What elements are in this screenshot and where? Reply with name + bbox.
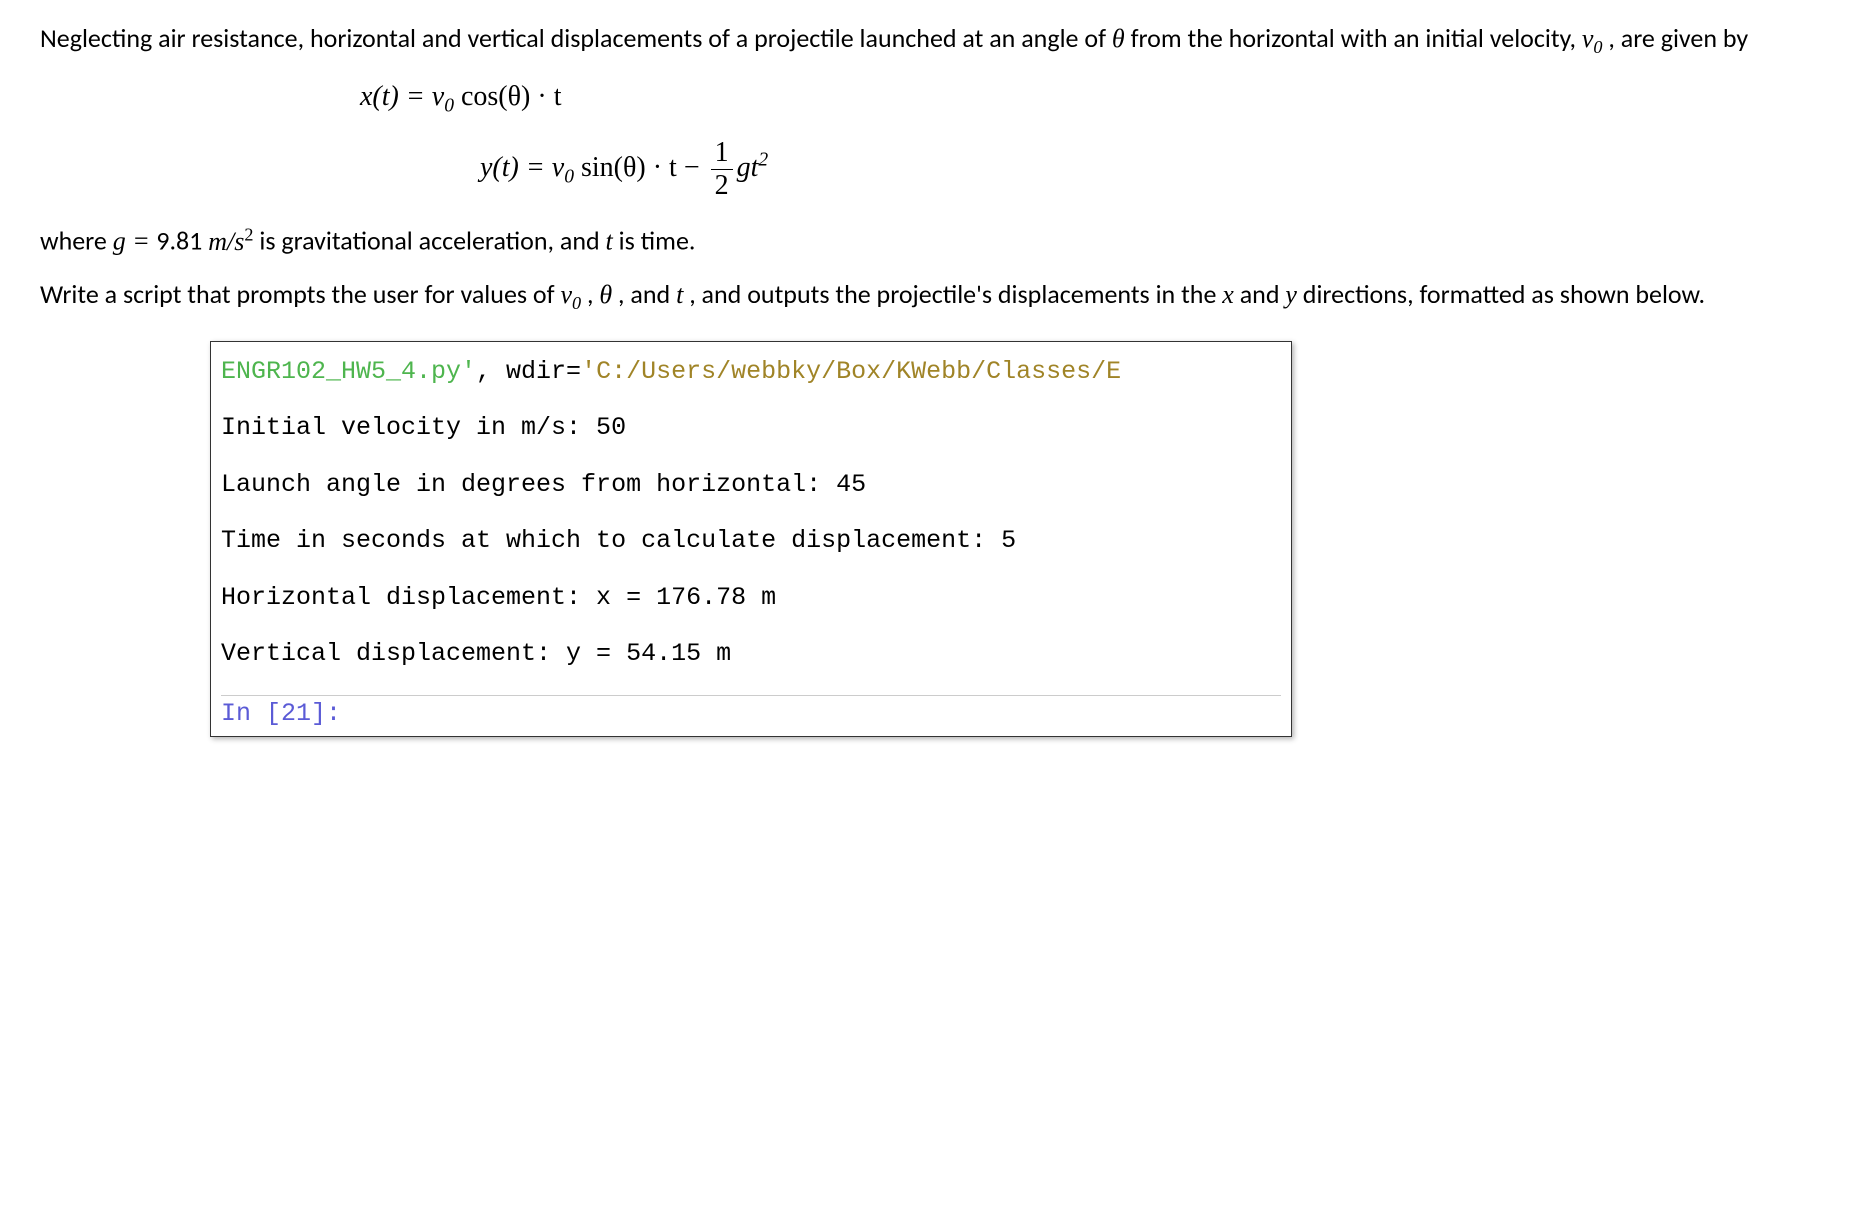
console-prompt: In [21]: <box>221 695 1281 731</box>
text-segment: , and <box>618 278 676 310</box>
text-segment: where <box>40 225 113 257</box>
t-var: t <box>606 227 613 256</box>
wdir-path: 'C:/Users/webbky/Box/KWebb/Classes/E <box>581 357 1121 386</box>
eq-rhs: cos(θ) · t <box>454 81 562 112</box>
console-line: Initial velocity in m/s: 50 <box>221 412 1281 445</box>
equation-y: y(t) = v0 sin(θ) · t − 12gt2 <box>480 137 1814 202</box>
text-segment: is time. <box>619 225 696 257</box>
console-line: Launch angle in degrees from horizontal:… <box>221 469 1281 502</box>
eq-lhs: y(t) = v <box>480 152 564 183</box>
console-line: Horizontal displacement: x = 176.78 m <box>221 582 1281 615</box>
fraction: 12 <box>711 137 733 202</box>
text-segment: Write a script that prompts the user for… <box>40 278 560 310</box>
theta-var: θ <box>599 280 612 309</box>
text-segment: , are given by <box>1608 22 1748 54</box>
text-segment: directions, formatted as shown below. <box>1303 278 1705 310</box>
eq-sub: 0 <box>564 167 574 188</box>
text-segment: , and outputs the projectile's displacem… <box>689 278 1222 310</box>
eq-rhs-a: sin(θ) · t − <box>574 152 707 183</box>
intro-paragraph-1: Neglecting air resistance, horizontal an… <box>40 20 1814 61</box>
equation-x: x(t) = v0 cos(θ) · t <box>360 81 1814 118</box>
g-var: g = <box>113 227 157 256</box>
g-value: 9.81 <box>156 225 208 257</box>
g-units: m/s2 <box>208 227 253 256</box>
x-var: x <box>1222 280 1234 309</box>
y-var: y <box>1285 280 1297 309</box>
text-segment: Neglecting air resistance, horizontal an… <box>40 22 1112 54</box>
text-segment: , <box>587 278 599 310</box>
task-paragraph: Write a script that prompts the user for… <box>40 276 1814 317</box>
t-var: t <box>676 280 683 309</box>
text-segment: is gravitational acceleration, and <box>259 225 605 257</box>
v0-var: v0 <box>560 280 581 309</box>
script-filename: ENGR102_HW5_4.py' <box>221 357 476 386</box>
console-runfile-line: ENGR102_HW5_4.py', wdir='C:/Users/webbky… <box>221 356 1281 389</box>
theta-var: θ <box>1112 24 1125 53</box>
console-line: Time in seconds at which to calculate di… <box>221 525 1281 558</box>
v0-var: v0 <box>1582 24 1603 53</box>
text-segment: from the horizontal with an initial velo… <box>1131 22 1582 54</box>
eq-rhs-b: gt <box>737 152 759 183</box>
eq-sup: 2 <box>758 150 768 171</box>
text-segment: and <box>1240 278 1286 310</box>
console-output: ENGR102_HW5_4.py', wdir='C:/Users/webbky… <box>210 341 1292 738</box>
eq-lhs: x(t) = v <box>360 81 444 112</box>
wdir-label: , wdir= <box>476 357 581 386</box>
console-line: Vertical displacement: y = 54.15 m <box>221 638 1281 671</box>
gravity-paragraph: where g = 9.81 m/s2 is gravitational acc… <box>40 222 1814 260</box>
eq-sub: 0 <box>444 95 454 116</box>
